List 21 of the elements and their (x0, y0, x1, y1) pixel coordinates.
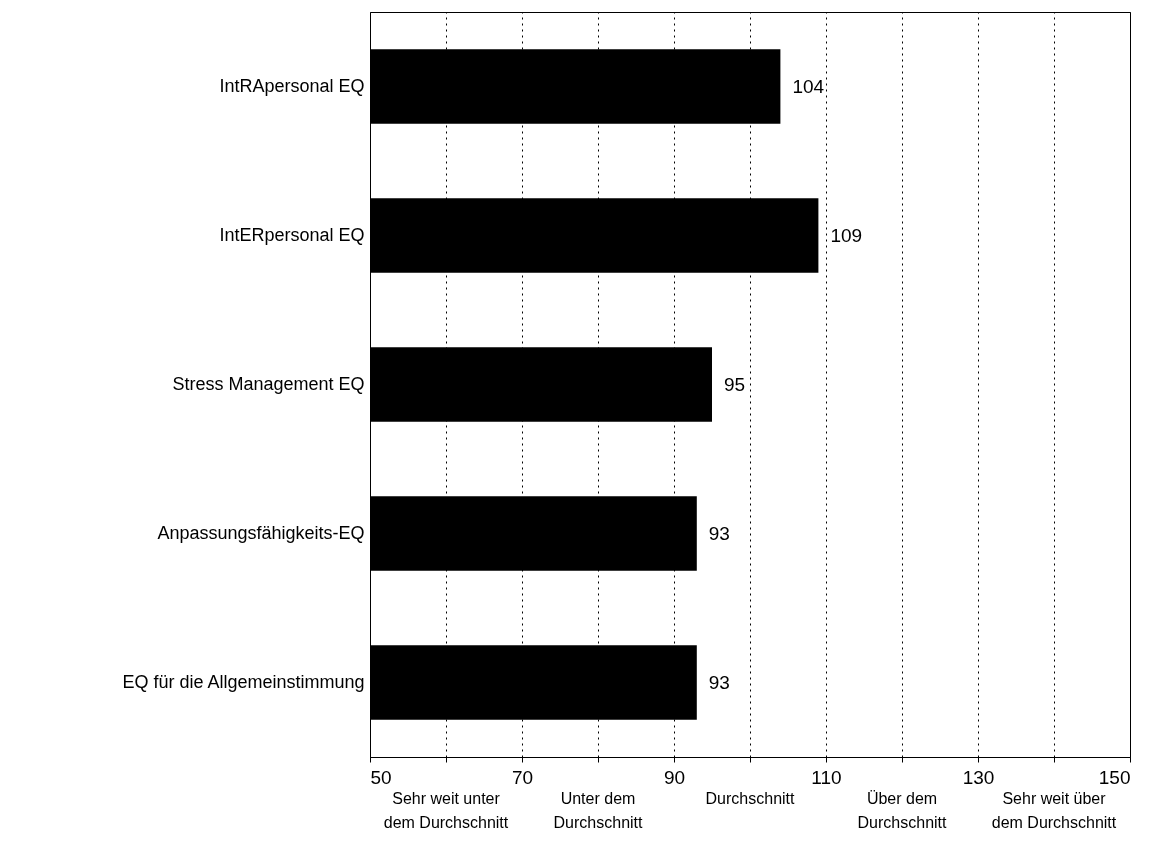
data-label: 93 (708, 522, 730, 544)
x-tick-label: 90 (663, 766, 686, 788)
text: Sehr weit über dem Durchschnitt (991, 790, 1117, 831)
y-tick-label: Stress Management EQ (172, 373, 365, 394)
x-tick-label: 70 (511, 766, 534, 788)
x-tick-label: 130 (962, 766, 995, 788)
x-tick-label: 150 (1098, 766, 1131, 788)
y-tick-label: IntRApersonal EQ (219, 75, 365, 96)
data-label: 109 (830, 224, 863, 246)
text: Über dem Durchschnitt (857, 790, 948, 831)
x-tick-label: 50 (370, 766, 392, 788)
data-label: 93 (708, 671, 730, 693)
data-label: 104 (792, 75, 825, 97)
data-label: 95 (724, 373, 746, 395)
x-tick-label: 110 (811, 766, 842, 788)
y-tick-label: IntERpersonal EQ (219, 224, 365, 245)
text: Sehr weit unter dem Durchschnitt (383, 790, 509, 831)
text: Unter dem Durchschnitt (553, 790, 644, 831)
y-tick-label: EQ für die Allgemeinstimmung (122, 671, 365, 692)
y-tick-label: Anpassungsfähigkeits-EQ (157, 522, 365, 543)
text: Durchschnitt (705, 790, 796, 807)
